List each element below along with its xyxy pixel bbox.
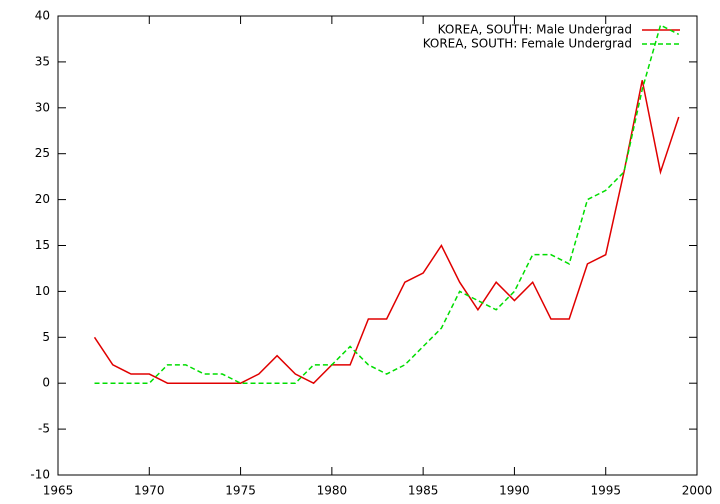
- x-tick-label: 1965: [43, 484, 74, 498]
- x-tick-label: 1985: [408, 484, 439, 498]
- y-tick-label: -10: [30, 468, 50, 482]
- y-tick-label: 40: [35, 9, 50, 23]
- y-tick-label: 5: [42, 330, 50, 344]
- x-tick-label: 1975: [225, 484, 256, 498]
- data-line: [93, 80, 680, 385]
- y-tick-label: -5: [38, 422, 50, 436]
- y-tick-label: 35: [35, 54, 50, 68]
- y-tick-label: 25: [35, 146, 50, 160]
- legend-label: KOREA, SOUTH: Female Undergrad: [423, 37, 632, 51]
- y-tick-label: 30: [35, 100, 50, 114]
- data-line: [94, 24, 680, 384]
- x-tick-label: 1970: [134, 484, 165, 498]
- x-tick-label: 1990: [499, 484, 530, 498]
- plot-frame: [57, 15, 698, 476]
- y-tick-label: 20: [35, 192, 50, 206]
- legend-label: KOREA, SOUTH: Male Undergrad: [438, 23, 632, 37]
- y-tick-label: 0: [42, 376, 50, 390]
- y-tick-label: 10: [35, 284, 50, 298]
- x-tick-label: 1995: [590, 484, 621, 498]
- x-tick-label: 1980: [317, 484, 348, 498]
- y-tick-label: 15: [35, 238, 50, 252]
- x-tick-label: 2000: [682, 484, 713, 498]
